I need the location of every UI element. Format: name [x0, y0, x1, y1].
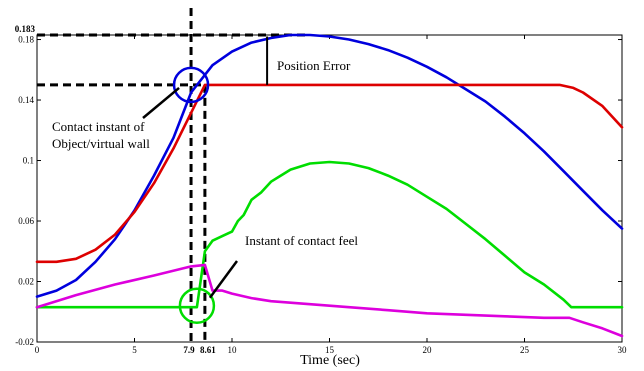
plot-frame: [36, 34, 623, 343]
x-special-label: 8.61: [200, 345, 216, 355]
series-line-0: [35, 33, 624, 298]
contact-circle-green: [178, 287, 216, 324]
x-axis-title: Time (sec): [300, 353, 360, 368]
x-special-label: 7.9: [183, 345, 195, 355]
contact-pointer: [142, 86, 180, 119]
y-tick-label: 0.18: [18, 35, 34, 45]
y-tick-label: 0.02: [18, 277, 34, 287]
reference-lines: [37, 8, 310, 342]
contact-circle-blue: [172, 66, 210, 104]
y-special-label: 0.183: [15, 24, 36, 34]
y-tick-label: 0.1: [23, 156, 34, 166]
y-tick-label: 0.06: [18, 216, 34, 226]
axes: 0 5 10 15 20 25 30 -0.02 0.02 0.06 0.1 0.14 0.180.18…: [15, 24, 627, 355]
series-layer: [35, 33, 624, 338]
x-tick-label: 30: [618, 345, 628, 355]
x-tick-label: 10: [228, 345, 238, 355]
x-tick-label: 0: [35, 345, 40, 355]
x-tick-label: 20: [423, 345, 433, 355]
x-tick-label: 15: [325, 345, 335, 355]
x-tick-label: 5: [132, 345, 137, 355]
contact-feel-pointer: [208, 260, 239, 299]
annotation-layer: Position Error Contact instant of Object…: [52, 36, 360, 368]
y-tick-label: 0.14: [18, 95, 34, 105]
x-tick-label: 25: [520, 345, 530, 355]
annotation-contact-instant-line1: Contact instant of: [52, 119, 145, 134]
series-line-1: [35, 83, 624, 264]
annotation-position-error: Position Error: [277, 58, 351, 73]
series-line-3: [35, 263, 624, 338]
y-tick-label: -0.02: [15, 337, 34, 347]
series-line-2: [35, 160, 624, 309]
annotation-instant-contact-feel: Instant of contact feel: [245, 233, 358, 248]
annotation-contact-instant-line2: Object/virtual wall: [52, 136, 150, 151]
